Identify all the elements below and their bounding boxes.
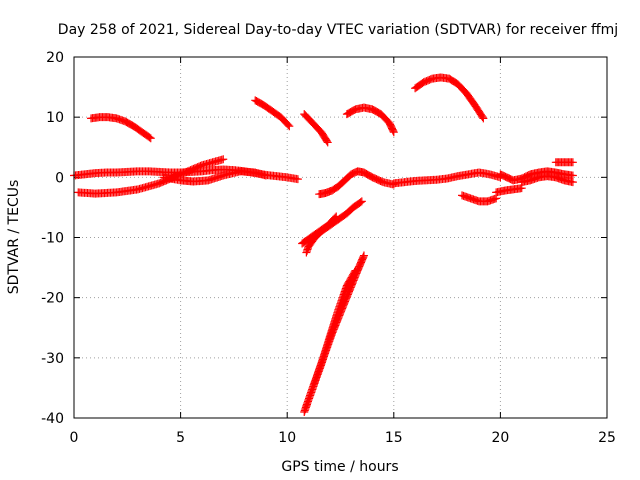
data-point xyxy=(323,138,332,147)
data-point xyxy=(389,128,398,137)
x-tick-labels: 0 5 10 15 20 25 xyxy=(70,430,616,446)
data-series xyxy=(551,158,577,167)
data-point xyxy=(359,251,368,260)
data-series xyxy=(492,184,526,197)
x-tick-label: 0 xyxy=(70,430,79,446)
data-point xyxy=(357,197,366,206)
x-tick-label: 15 xyxy=(385,430,403,446)
data-point xyxy=(285,122,294,131)
y-tick-labels: 20 10 0 -10 -20 -30 -40 xyxy=(41,50,64,427)
data-point xyxy=(478,113,487,122)
data-series xyxy=(251,96,294,131)
axis-ticks xyxy=(73,56,608,419)
data-point xyxy=(219,155,228,164)
data-series xyxy=(458,191,501,206)
data-series xyxy=(342,103,398,137)
data-point xyxy=(146,134,155,143)
x-axis-label: GPS time / hours xyxy=(281,459,398,475)
data-point xyxy=(145,133,154,142)
data-series xyxy=(74,155,228,198)
x-tick-label: 5 xyxy=(176,430,185,446)
y-tick-label: 20 xyxy=(46,50,64,66)
data-series xyxy=(302,197,366,257)
y-tick-label: -40 xyxy=(41,411,64,427)
data-point xyxy=(568,158,577,167)
data-series xyxy=(315,167,398,199)
y-tick-label: -10 xyxy=(41,231,64,247)
y-tick-label: 0 xyxy=(55,170,64,186)
y-axis-label: SDTVAR / TECUs xyxy=(6,180,22,295)
data-point xyxy=(568,178,577,187)
data-point xyxy=(322,137,331,146)
chart-title: Day 258 of 2021, Sidereal Day-to-day VTE… xyxy=(58,22,618,38)
data-series xyxy=(302,251,368,410)
data-points xyxy=(70,73,577,416)
data-point xyxy=(356,198,365,207)
grid xyxy=(74,57,607,418)
x-tick-label: 10 xyxy=(278,430,296,446)
data-series xyxy=(159,167,270,186)
y-tick-label: -20 xyxy=(41,291,64,307)
data-series xyxy=(87,113,155,143)
data-point xyxy=(284,121,293,130)
data-point xyxy=(261,171,270,180)
x-tick-label: 25 xyxy=(598,430,616,446)
plot-frame xyxy=(73,56,608,419)
data-point xyxy=(389,126,398,135)
x-tick-label: 20 xyxy=(491,430,509,446)
data-series xyxy=(411,73,488,123)
y-tick-label: 10 xyxy=(46,110,64,126)
data-series xyxy=(300,110,332,147)
y-tick-label: -30 xyxy=(41,351,64,367)
data-series xyxy=(517,172,577,187)
data-point xyxy=(479,114,488,123)
data-point xyxy=(293,175,302,184)
data-series xyxy=(389,168,505,188)
